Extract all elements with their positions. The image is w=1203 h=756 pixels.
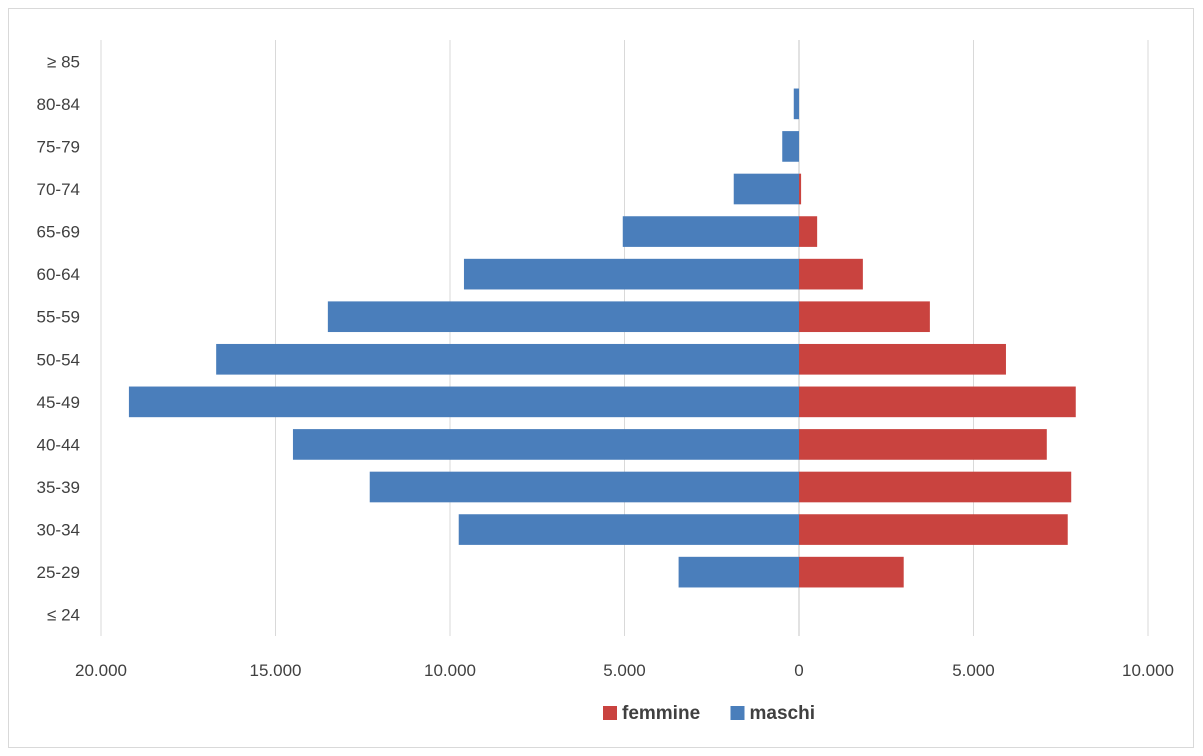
y-tick-label: 35-39 — [37, 478, 80, 497]
bar-femmine — [799, 514, 1068, 545]
y-tick-label: 40-44 — [37, 435, 80, 454]
y-tick-label: ≤ 24 — [47, 606, 80, 625]
chart-frame — [8, 8, 1194, 748]
y-tick-label: 50-54 — [37, 350, 80, 369]
bar-femmine — [799, 258, 863, 290]
bar-maschi — [622, 216, 799, 247]
bar-maschi — [369, 471, 799, 503]
bar-femmine — [799, 429, 1047, 460]
x-tick-label: 20.000 — [75, 661, 127, 680]
y-tick-label: 75-79 — [37, 137, 80, 156]
legend-swatch-maschi — [730, 706, 745, 720]
bar-femmine — [799, 343, 1006, 375]
x-tick-label: 15.000 — [250, 661, 302, 680]
x-tick-label: 5.000 — [952, 661, 995, 680]
bar-femmine — [799, 216, 818, 247]
legend: femmine maschi — [603, 703, 815, 724]
bar-maschi — [678, 556, 799, 588]
legend-label-femmine: femmine — [622, 703, 700, 724]
bar-maschi — [793, 88, 799, 120]
bar-femmine — [799, 471, 1072, 503]
legend-label-maschi: maschi — [750, 703, 815, 724]
bar-maschi — [216, 343, 800, 375]
bars — [128, 88, 1076, 588]
y-tick-label: 70-74 — [37, 180, 80, 199]
y-tick-label: 45-49 — [37, 393, 80, 412]
bar-femmine — [799, 173, 802, 205]
y-tick-label: 30-34 — [37, 521, 80, 540]
bar-femmine — [799, 556, 904, 588]
bar-maschi — [458, 514, 799, 545]
y-tick-label: 55-59 — [37, 308, 80, 327]
bar-maschi — [782, 131, 799, 162]
bar-femmine — [799, 386, 1076, 418]
x-tick-label: 5.000 — [603, 661, 646, 680]
y-axis-labels: ≥ 85 80-84 75-79 70-74 65-69 60-64 55-59 50-54 4… — [37, 52, 80, 624]
bar-maschi — [733, 173, 799, 205]
legend-swatch-femmine — [603, 706, 617, 720]
x-axis-labels: 20.000 15.000 10.000 5.000 0 5.000 10.000 — [75, 661, 1174, 680]
y-tick-label: 80-84 — [37, 95, 80, 114]
bar-maschi — [327, 301, 799, 333]
gridlines — [100, 40, 1149, 636]
y-tick-label: 60-64 — [37, 265, 80, 284]
bar-maschi — [463, 258, 799, 290]
y-tick-label: 25-29 — [37, 563, 80, 582]
bar-maschi — [128, 386, 800, 418]
x-tick-label: 10.000 — [1122, 661, 1174, 680]
bar-maschi — [292, 429, 799, 460]
x-tick-label: 10.000 — [424, 661, 476, 680]
x-tick-label: 0 — [794, 661, 803, 680]
bar-femmine — [799, 301, 930, 333]
y-tick-label: ≥ 85 — [47, 52, 80, 71]
y-tick-label: 65-69 — [37, 223, 80, 242]
